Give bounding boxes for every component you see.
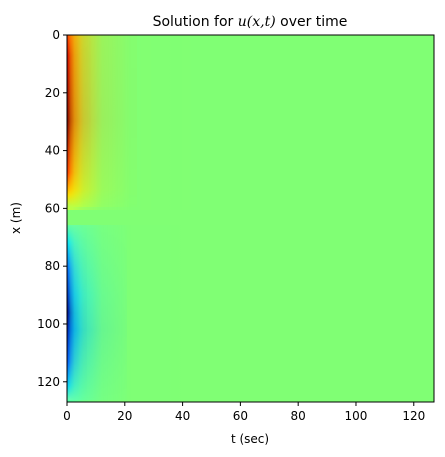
x-tick-label: 100 [345, 409, 368, 423]
y-tick-label: 0 [52, 28, 60, 42]
x-tick-label: 0 [63, 409, 71, 423]
y-tick-label: 60 [45, 201, 60, 215]
chart-title-math: u(x,t) [238, 14, 276, 30]
chart-title-suffix: over time [276, 14, 348, 30]
axes-frame [66, 34, 435, 403]
y-tick-label: 20 [45, 86, 60, 100]
x-axis-label: t (sec) [231, 432, 269, 446]
x-tick-label: 120 [402, 409, 425, 423]
x-tick-label: 80 [291, 409, 306, 423]
positive-lobe-core [67, 35, 91, 207]
chart-title: Solution for u(x,t) over time [153, 14, 348, 30]
y-axis-label: x (m) [9, 202, 23, 234]
y-tick-label: 100 [37, 317, 60, 331]
chart-title-prefix: Solution for [153, 14, 238, 30]
x-tick-label: 40 [175, 409, 190, 423]
x-tick-label: 20 [117, 409, 132, 423]
negative-lobe-core [67, 225, 87, 400]
heatmap-image [67, 35, 434, 402]
x-axis-ticks: 0 20 40 60 80 100 120 [63, 402, 425, 423]
y-tick-label: 40 [45, 144, 60, 158]
y-tick-label: 120 [37, 375, 60, 389]
y-tick-label: 80 [45, 259, 60, 273]
y-axis-ticks: 0 20 40 60 80 100 120 [37, 28, 67, 389]
x-tick-label: 60 [233, 409, 248, 423]
